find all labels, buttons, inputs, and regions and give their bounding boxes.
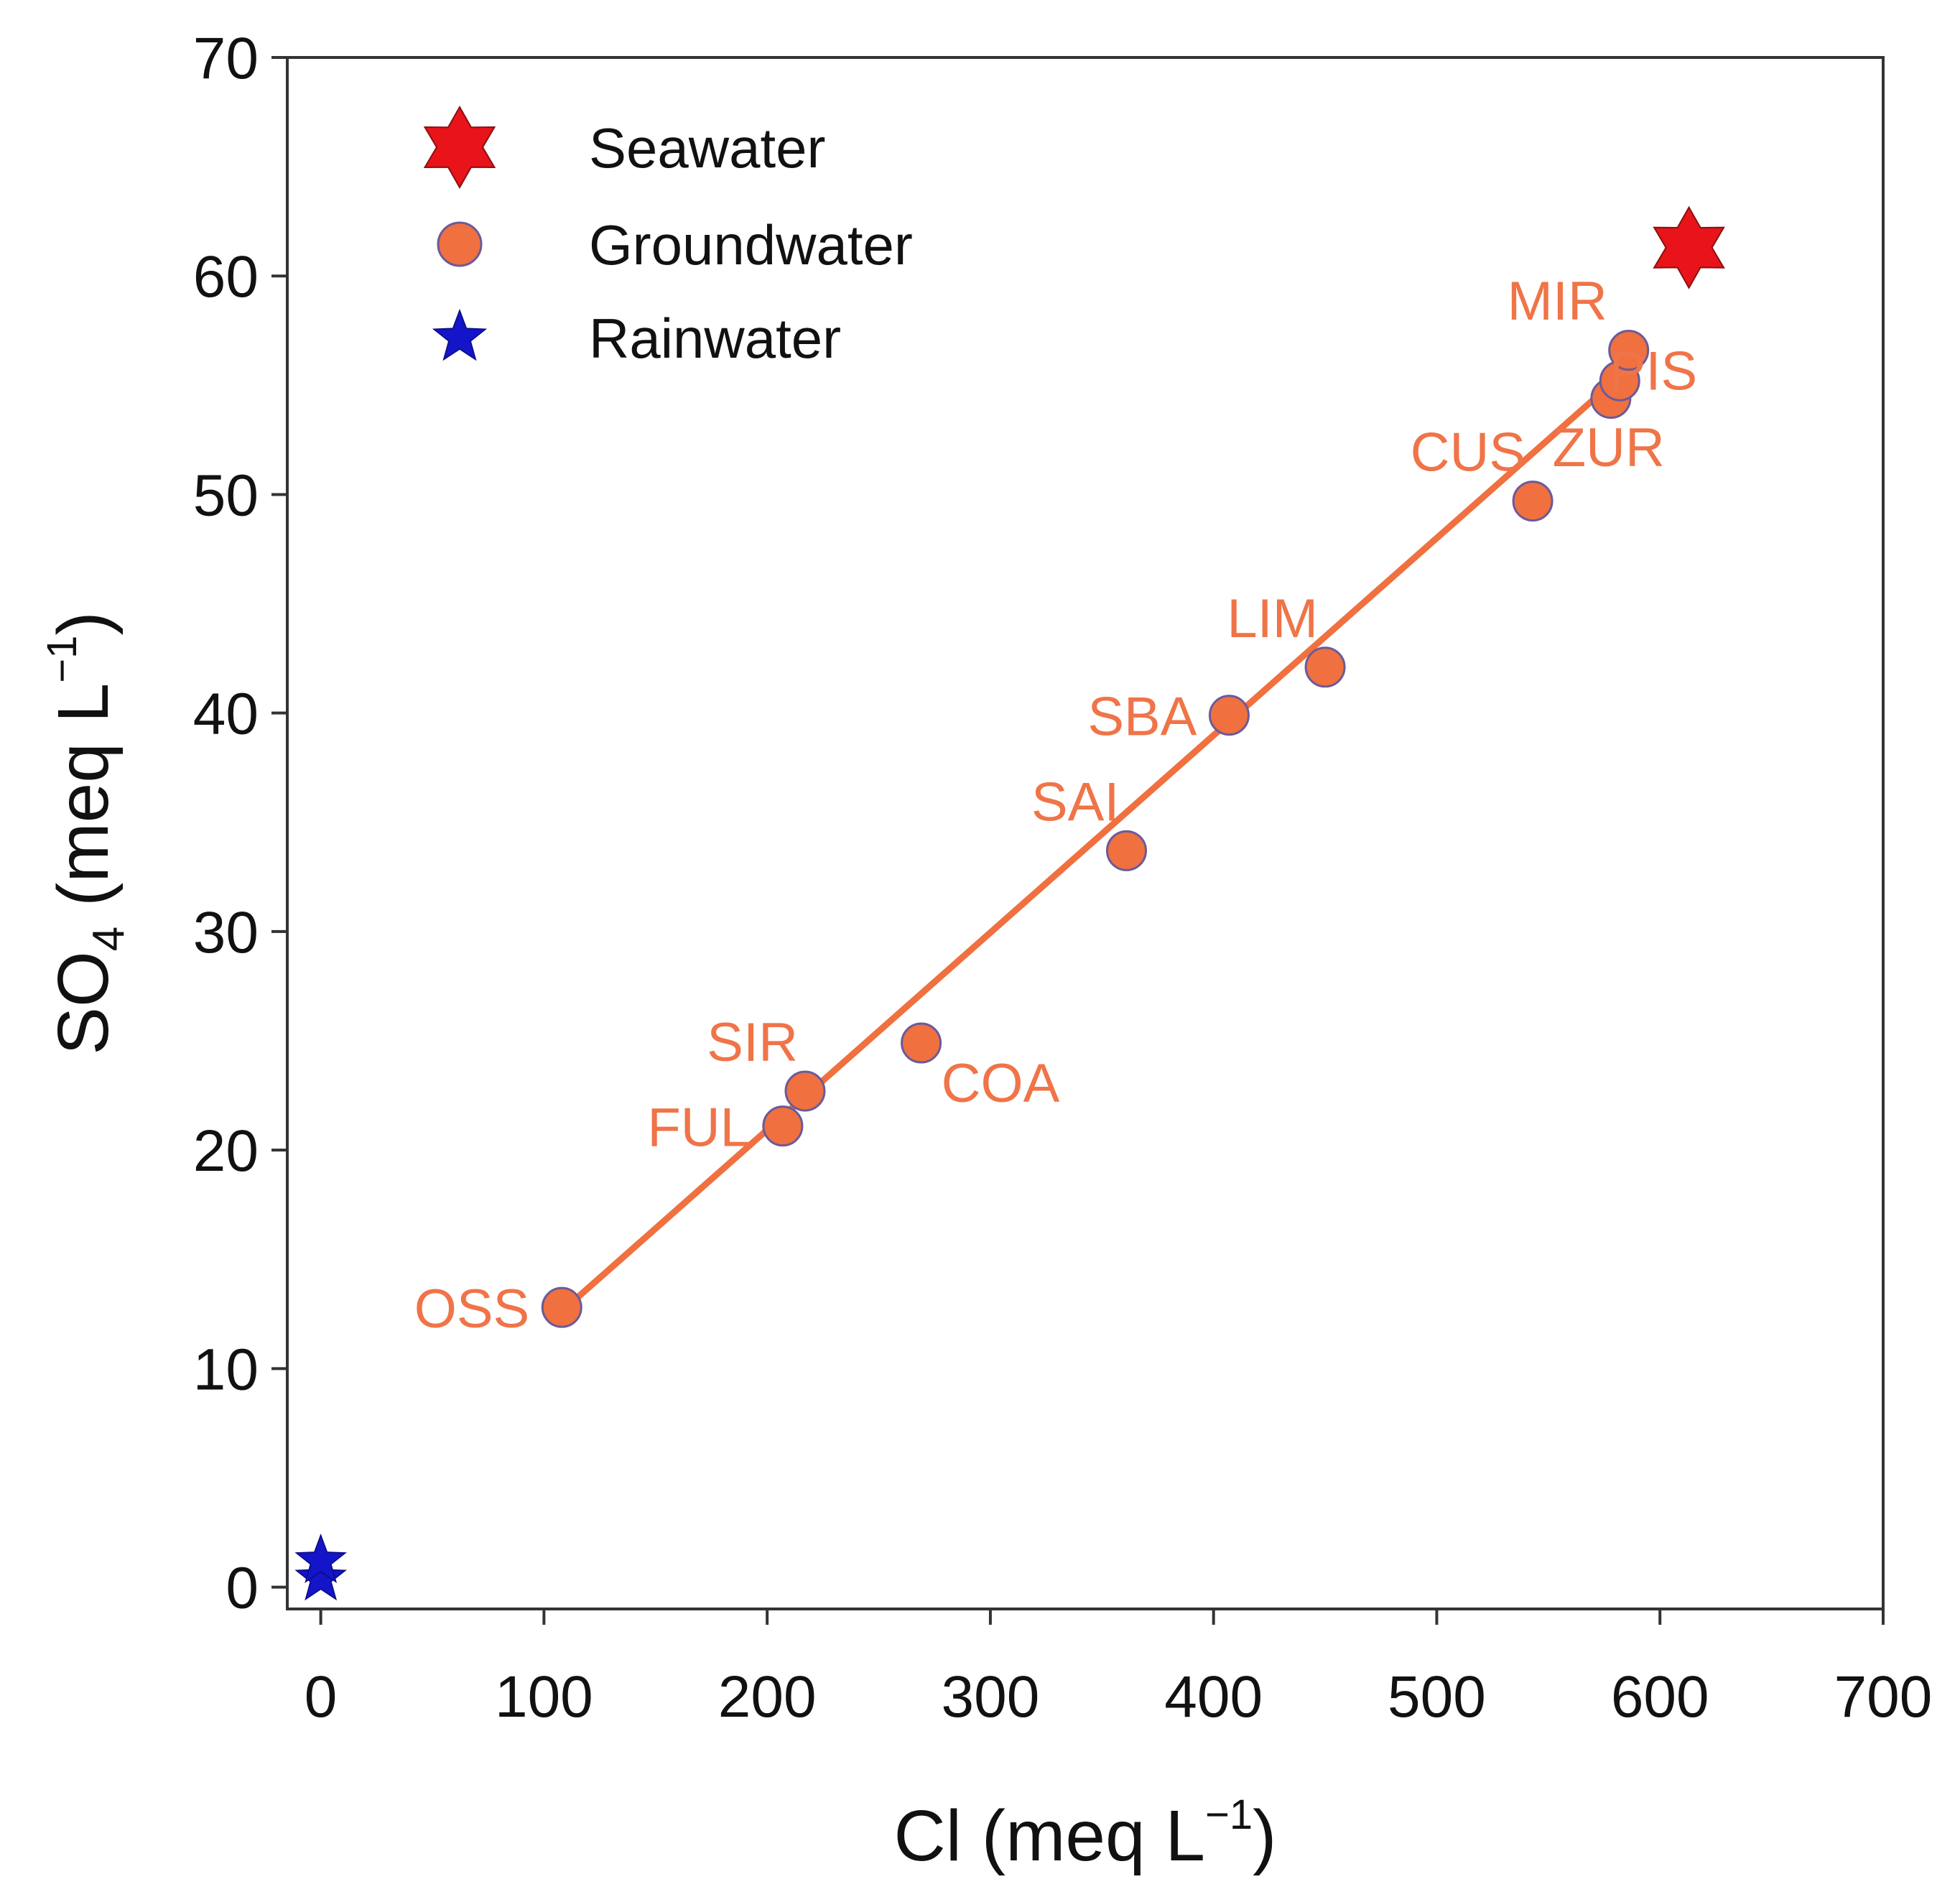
data-points-layer [294, 205, 1725, 1601]
groundwater-point [1608, 330, 1650, 371]
point-label: CUS [1411, 422, 1525, 483]
legend-label: Seawater [589, 116, 826, 180]
groundwater-point [762, 1105, 804, 1147]
groundwater-point [901, 1022, 942, 1064]
rainwater-point [294, 1533, 347, 1583]
seawater-point [1653, 205, 1725, 289]
x-axis-ticks: 0 100 200 300 400 500 600 700 [305, 1609, 1933, 1730]
groundwater-point [1105, 830, 1147, 871]
x-tick-label: 300 [942, 1664, 1040, 1730]
plot-frame [286, 56, 1885, 1610]
point-label: COA [942, 1053, 1060, 1114]
x-tick-label: 100 [495, 1664, 593, 1730]
legend-label: Rainwater [589, 307, 841, 370]
cluster-label: PIS [1610, 340, 1698, 402]
x-tick-label: 700 [1834, 1664, 1933, 1730]
y-axis-title: SO4 (meq L−1) [39, 611, 134, 1054]
point-label: SBA [1087, 687, 1197, 748]
legend-groundwater-marker [437, 221, 483, 267]
x-tick-label: 200 [718, 1664, 817, 1730]
y-tick-label: 70 [193, 26, 259, 91]
groundwater-point [784, 1070, 826, 1112]
y-axis-ticks: 0 10 20 30 40 50 60 70 [193, 26, 287, 1621]
legend-label: Groundwater [589, 213, 913, 277]
legend-seawater-marker [423, 105, 496, 190]
point-label: SAI [1031, 771, 1120, 832]
trendline-layer [562, 371, 1625, 1311]
trendline [562, 371, 1625, 1311]
x-tick-label: 400 [1164, 1664, 1263, 1730]
cluster-label: MIR [1508, 271, 1607, 332]
legend-rainwater-marker [432, 308, 488, 361]
groundwater-point [1304, 646, 1346, 688]
x-tick-label: 500 [1388, 1664, 1486, 1730]
point-label: LIM [1227, 588, 1318, 649]
point-label: FUL [647, 1098, 751, 1159]
y-tick-label: 60 [193, 244, 259, 310]
y-tick-label: 0 [226, 1556, 259, 1621]
y-tick-label: 30 [193, 900, 259, 965]
groundwater-point [1512, 481, 1553, 522]
groundwater-point [541, 1286, 582, 1328]
legend: Seawater Groundwater Rainwater [423, 105, 913, 370]
point-label: SIR [707, 1012, 798, 1073]
x-axis-title: Cl (meq L−1) [894, 1791, 1277, 1876]
y-tick-label: 50 [193, 463, 259, 528]
cluster-label: ZUR [1553, 417, 1665, 478]
groundwater-point [1208, 695, 1250, 736]
y-tick-label: 20 [193, 1118, 259, 1184]
y-tick-label: 10 [193, 1337, 259, 1402]
rainwater-point [294, 1551, 347, 1601]
x-tick-label: 600 [1611, 1664, 1709, 1730]
x-tick-label: 0 [305, 1664, 338, 1730]
point-label: OSS [414, 1279, 530, 1340]
y-tick-label: 40 [193, 682, 259, 747]
